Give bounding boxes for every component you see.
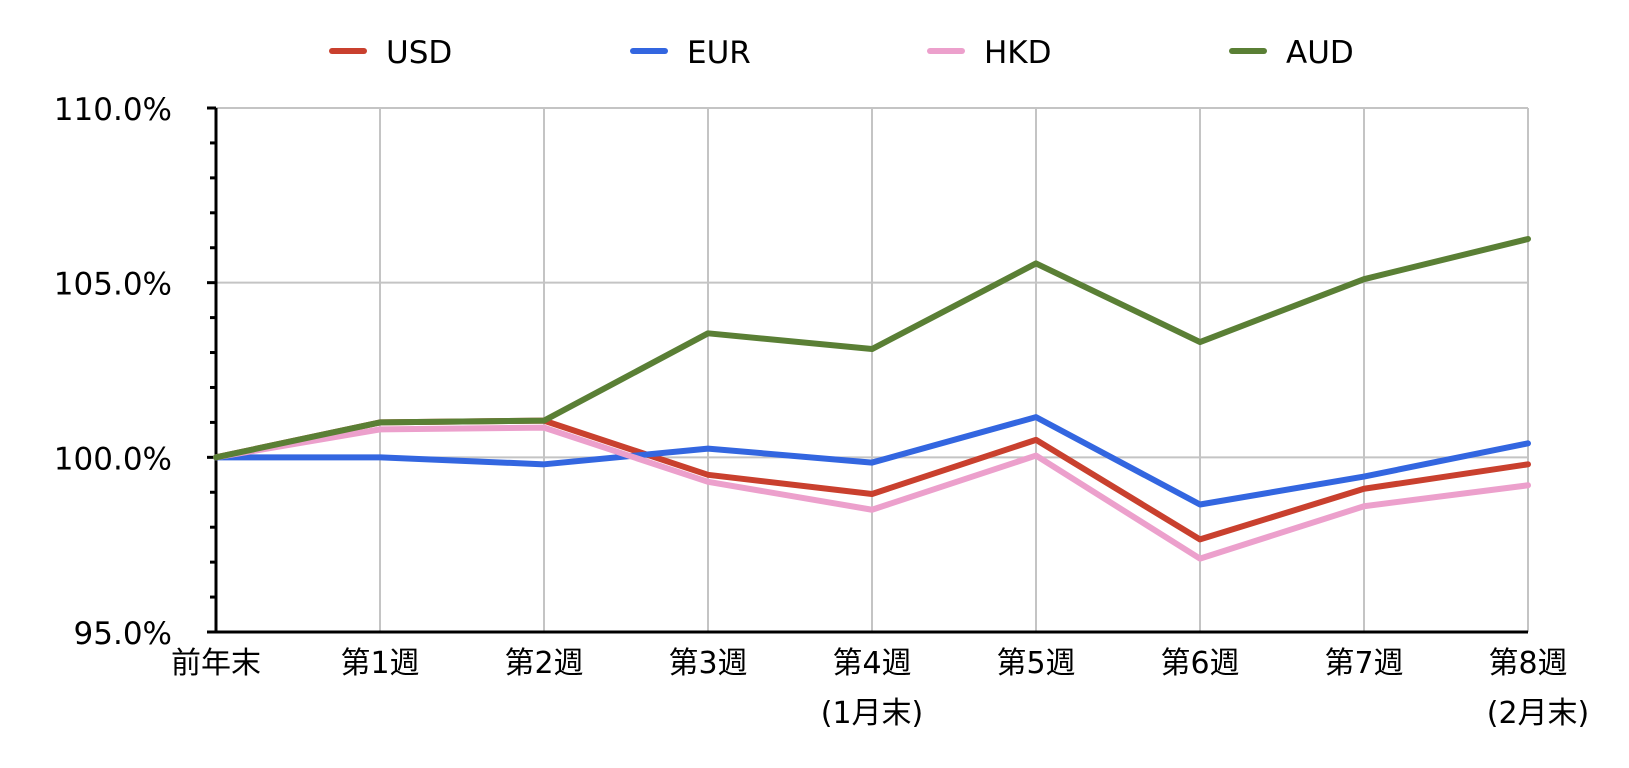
x-category-label: 第7週 xyxy=(1324,646,1403,681)
x-category-sublabel: (2月末) xyxy=(1487,696,1590,731)
series-line-hkd xyxy=(213,424,1531,562)
series-line-eur xyxy=(213,414,1531,508)
x-category-sublabel: (1月末) xyxy=(821,696,924,731)
y-tick-label: 110.0% xyxy=(54,92,172,128)
x-category-label: 第3週 xyxy=(668,646,747,681)
grid-lines xyxy=(216,107,1529,632)
series-line-aud xyxy=(213,236,1531,461)
y-tick-label: 100.0% xyxy=(54,441,172,477)
legend-label-usd: USD xyxy=(386,35,452,71)
legend-label-hkd: HKD xyxy=(984,35,1052,71)
x-category-label: 前年末 xyxy=(171,646,261,681)
axis-labels: 95.0% 100.0% 105.0% 110.0% 前年末 第1週 第2週 第3週 第4週 (1… xyxy=(54,92,1589,731)
legend-label-aud: AUD xyxy=(1286,35,1354,71)
series-lines xyxy=(213,236,1531,562)
y-tick-label: 95.0% xyxy=(74,616,172,652)
x-category-label: 第5週 xyxy=(996,646,1075,681)
x-category-label: 第8週 xyxy=(1488,646,1567,681)
x-category-label: 第6週 xyxy=(1160,646,1239,681)
legend-label-eur: EUR xyxy=(687,35,751,71)
x-category-label: 第4週 xyxy=(832,646,911,681)
x-category-label: 第2週 xyxy=(504,646,583,681)
y-tick-label: 105.0% xyxy=(54,267,172,303)
axes xyxy=(207,106,1528,634)
x-category-label: 第1週 xyxy=(340,646,419,681)
legend: USD EUR HKD AUD xyxy=(329,35,1354,71)
